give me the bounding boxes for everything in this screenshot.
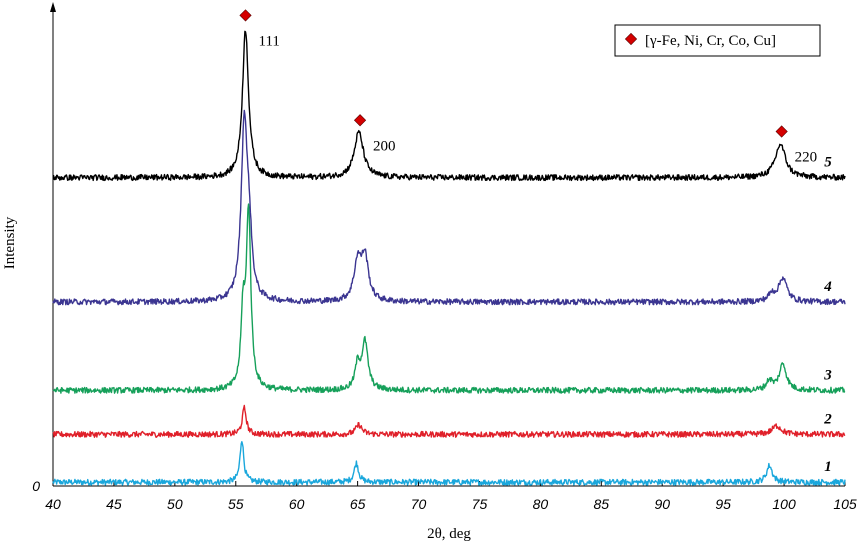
peak-markers: 111 200 220 bbox=[239, 9, 818, 166]
peak-marker-200 bbox=[353, 114, 367, 127]
peak-label-220: 220 bbox=[795, 150, 818, 166]
series-line-5 bbox=[52, 30, 846, 182]
x-tick-label-105: 105 bbox=[833, 496, 857, 512]
peak-marker-111 bbox=[239, 9, 252, 22]
x-axis-tick-labels: 40 45 50 55 60 65 70 75 80 85 90 95 100 105 bbox=[45, 496, 857, 512]
legend-diamond-marker bbox=[624, 32, 638, 46]
curve-labels: 1 2 3 4 5 bbox=[823, 155, 832, 475]
x-tick-label-60: 60 bbox=[289, 496, 305, 512]
y-axis-title: Intensity bbox=[2, 216, 18, 269]
x-tick-label-40: 40 bbox=[45, 496, 61, 512]
x-tick-label-80: 80 bbox=[533, 496, 549, 512]
series-lines bbox=[52, 30, 846, 486]
x-tick-label-45: 45 bbox=[106, 496, 122, 512]
x-tick-label-90: 90 bbox=[654, 496, 670, 512]
series-line-2 bbox=[52, 404, 846, 438]
x-tick-label-50: 50 bbox=[167, 496, 183, 512]
x-tick-label-55: 55 bbox=[228, 496, 244, 512]
y-zero-tick-label: 0 bbox=[32, 478, 40, 494]
x-tick-label-70: 70 bbox=[411, 496, 427, 512]
series-line-3 bbox=[52, 203, 846, 394]
curve-label-2: 2 bbox=[823, 411, 832, 427]
series-line-4 bbox=[52, 109, 846, 306]
x-tick-label-85: 85 bbox=[594, 496, 610, 512]
curve-label-4: 4 bbox=[823, 279, 832, 295]
curve-label-1: 1 bbox=[824, 459, 832, 475]
peak-label-111: 111 bbox=[259, 33, 280, 49]
x-tick-label-95: 95 bbox=[715, 496, 731, 512]
legend-entry-text: [γ-Fe, Ni, Cr, Co, Cu] bbox=[645, 33, 776, 49]
x-tick-label-75: 75 bbox=[472, 496, 488, 512]
x-tick-label-65: 65 bbox=[350, 496, 366, 512]
curve-label-5: 5 bbox=[824, 155, 832, 171]
x-tick-label-100: 100 bbox=[772, 496, 796, 512]
y-axis-arrow bbox=[50, 2, 56, 12]
curve-label-3: 3 bbox=[823, 367, 832, 383]
peak-marker-220 bbox=[775, 125, 788, 138]
series-line-1 bbox=[52, 441, 846, 486]
peak-label-200: 200 bbox=[373, 138, 396, 154]
legend-box bbox=[614, 24, 821, 57]
legend: [γ-Fe, Ni, Cr, Co, Cu] bbox=[614, 24, 821, 57]
x-axis-title: 2θ, deg bbox=[427, 526, 471, 542]
